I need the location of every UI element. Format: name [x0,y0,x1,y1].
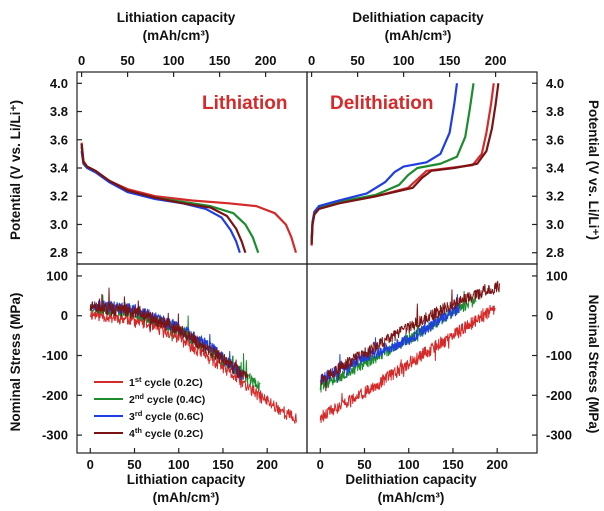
x-tick-label: 200 [485,53,507,68]
panel-frame-bottom-left [76,263,308,454]
y-tick-label: 3.4 [50,161,69,176]
y-tick-label: 3.4 [546,161,565,176]
y-tick-label: -300 [546,428,572,443]
y-tick-label: 3.0 [546,217,564,232]
x-tick-label: 0 [317,457,324,472]
x-tick-label: 200 [486,457,508,472]
potential-series-4-line [310,83,500,245]
y-tick-label: -100 [42,348,68,363]
legend-label-3: 3rd cycle (0.6C) [129,409,204,424]
bottom-right-xlabel-line2: (mAh/cm³) [378,490,445,505]
stress-series-4-line [89,287,249,380]
bottom-left-xlabel-line1: Lithiation capacity [127,472,246,487]
y-tick-label: -200 [546,388,572,403]
y-tick-label: 0 [61,308,68,323]
potential-series-3-line [80,150,241,254]
y-tick-label: 3.2 [50,189,68,204]
y-tick-label: 3.8 [50,104,68,119]
x-tick-label: 50 [127,457,141,472]
top-right-xlabel-line2: (mAh/cm³) [385,28,452,43]
y-tick-label: 3.2 [546,189,564,204]
y-tick-label: 3.8 [546,104,564,119]
top-left-ylabel: Potential (V vs. Li/Li⁺) [8,100,23,240]
x-tick-label: 0 [308,53,315,68]
legend-label-2: 2nd cycle (0.4C) [129,392,205,407]
stress-series-3-line [319,293,461,384]
x-tick-label: 100 [163,53,185,68]
legend-label-4: 4th cycle (0.2C) [129,426,203,441]
x-tick-label: 100 [398,457,420,472]
legend-label-1: 1st cycle (0.2C) [129,375,203,390]
potential-series-4-line [80,143,247,254]
y-tick-label: 4.0 [50,76,68,91]
x-tick-label: 200 [255,53,277,68]
top-right-ylabel: Potential (V vs. Li/Li⁺) [586,100,601,240]
x-tick-label: 100 [168,457,190,472]
x-tick-label: 200 [256,457,278,472]
y-tick-label: -300 [42,428,68,443]
y-tick-label: 4.0 [546,76,564,91]
x-tick-label: 50 [350,53,364,68]
x-tick-label: 150 [212,457,234,472]
x-tick-label: 50 [120,53,134,68]
x-tick-label: 0 [87,457,94,472]
stress-series-1-line [89,308,297,424]
y-tick-label: 3.6 [50,132,68,147]
top-left-xlabel-line1: Lithiation capacity [117,10,236,25]
bottom-left-ylabel: Nominal Stress (MPa) [8,293,23,432]
y-tick-label: 0 [546,308,553,323]
x-tick-label: 100 [393,53,415,68]
y-tick-label: 3.6 [546,132,564,147]
stress-series-1-line [319,304,496,424]
y-tick-label: -100 [546,348,572,363]
x-tick-label: 150 [442,457,464,472]
bottom-right-ylabel: Nominal Stress (MPa) [586,295,601,434]
stress-series-4-line [320,280,501,392]
y-tick-label: 2.8 [50,245,68,260]
delithiation-inset-label: Delithiation [330,93,433,114]
x-tick-label: 0 [78,53,85,68]
potential-series-3-line [310,83,459,239]
y-tick-label: 100 [46,268,68,283]
chart-marks: 0 50 100 150 200 2.8 3.0 3.2 3.4 3.6 3.8 4.0 0 50 100 1… [42,53,572,472]
x-tick-label: 150 [439,53,461,68]
y-tick-label: -200 [42,388,68,403]
y-tick-label: 3.0 [50,217,68,232]
potential-series-1-line [80,142,298,254]
top-left-xlabel-line2: (mAh/cm³) [143,28,210,43]
x-tick-label: 150 [209,53,231,68]
bottom-left-xlabel-line2: (mAh/cm³) [153,490,220,505]
y-tick-label: 2.8 [546,245,564,260]
top-right-xlabel-line1: Delithiation capacity [352,10,484,25]
panel-frame-bottom-right [306,263,538,454]
x-tick-label: 50 [357,457,371,472]
bottom-right-xlabel-line1: Delithiation capacity [345,472,477,487]
y-tick-label: 100 [546,268,568,283]
lithiation-inset-label: Lithiation [202,93,287,114]
